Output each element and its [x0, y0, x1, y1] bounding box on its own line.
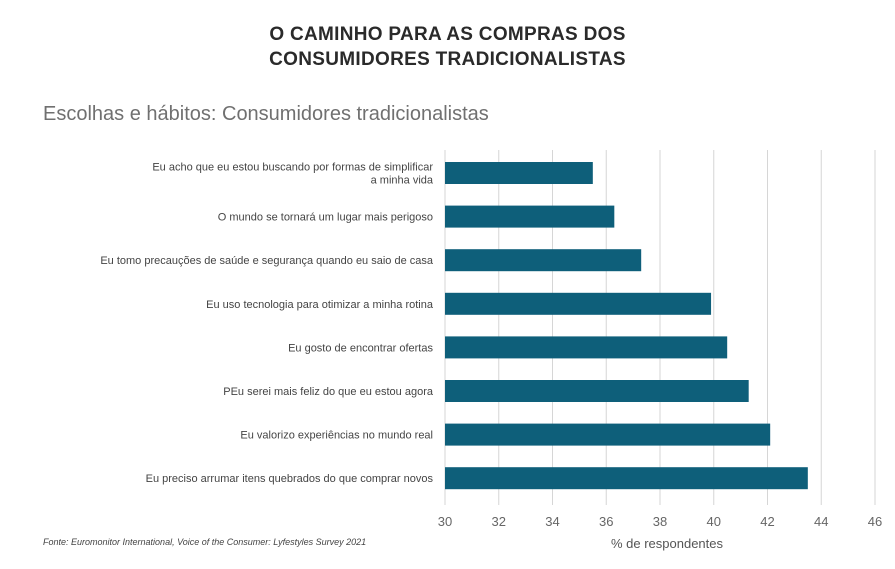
bar-8 [445, 467, 808, 490]
x-tick-label: 46 [868, 514, 882, 529]
category-label: Eu valorizo experiências no mundo real [240, 430, 433, 442]
category-label: O mundo se tornará um lugar mais perigos… [218, 212, 433, 224]
bar-7 [445, 423, 771, 446]
bar-2 [445, 205, 615, 228]
category-label: Eu acho que eu estou buscando por formas… [152, 162, 433, 174]
source-note: Fonte: Euromonitor International, Voice … [43, 537, 367, 547]
category-label: a minha vida [371, 175, 434, 187]
category-label: PEu serei mais feliz do que eu estou ago… [223, 386, 434, 398]
x-tick-label: 32 [492, 514, 506, 529]
chart-main-title: O CAMINHO PARA AS COMPRAS DOS CONSUMIDOR… [0, 22, 895, 72]
x-tick-label: 40 [707, 514, 721, 529]
bar-4 [445, 292, 712, 315]
chart-subtitle: Escolhas e hábitos: Consumidores tradici… [43, 103, 489, 125]
x-tick-label: 44 [814, 514, 828, 529]
bar-3 [445, 249, 642, 272]
category-label: Eu tomo precauções de saúde e segurança … [100, 255, 434, 267]
category-label: Eu gosto de encontrar ofertas [288, 342, 433, 354]
x-tick-label: 34 [545, 514, 559, 529]
x-tick-label: 38 [653, 514, 667, 529]
x-tick-label: 42 [760, 514, 774, 529]
title-line-2: CONSUMIDORES TRADICIONALISTAS [269, 49, 626, 70]
bar-1 [445, 162, 593, 184]
title-line-1: O CAMINHO PARA AS COMPRAS DOS [269, 24, 626, 45]
x-tick-label: 36 [599, 514, 613, 529]
x-axis-title: % de respondentes [611, 536, 724, 551]
category-label: Eu uso tecnologia para otimizar a minha … [206, 299, 434, 311]
bar-5 [445, 336, 728, 359]
category-label: Eu preciso arrumar itens quebrados do qu… [146, 473, 434, 485]
x-tick-label: 30 [438, 514, 452, 529]
bar-6 [445, 380, 749, 402]
